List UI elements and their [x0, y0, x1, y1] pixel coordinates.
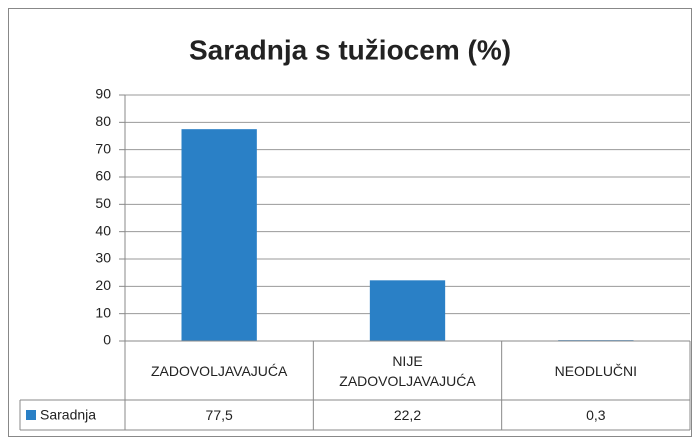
legend-swatch — [26, 410, 36, 420]
y-tick-label: 70 — [95, 140, 111, 156]
y-tick-label: 30 — [95, 250, 111, 266]
table-value: 77,5 — [205, 407, 233, 423]
y-tick-label: 80 — [95, 113, 111, 129]
y-tick-label: 0 — [103, 332, 111, 348]
y-tick-label: 10 — [95, 304, 111, 320]
y-tick-label: 60 — [95, 168, 111, 184]
category-label: NIJE ZADOVOLJAVAJUĆA — [339, 352, 476, 389]
y-tick-label: 90 — [95, 86, 111, 102]
chart-title: Saradnja s tužiocem (%) — [189, 34, 511, 65]
category-label: NEODLUČNI — [554, 362, 638, 379]
bar — [369, 280, 446, 341]
y-tick-label: 40 — [95, 222, 111, 238]
table-value: 22,2 — [393, 407, 422, 423]
y-tick-label: 20 — [95, 277, 111, 293]
bar — [181, 129, 257, 341]
chart-border — [8, 8, 692, 437]
table-value: 0,3 — [586, 407, 606, 423]
y-tick-label: 50 — [95, 195, 111, 211]
category-label: ZADOVOLJAVAJUĆA — [150, 362, 288, 379]
legend-label: Saradnja — [40, 407, 96, 423]
